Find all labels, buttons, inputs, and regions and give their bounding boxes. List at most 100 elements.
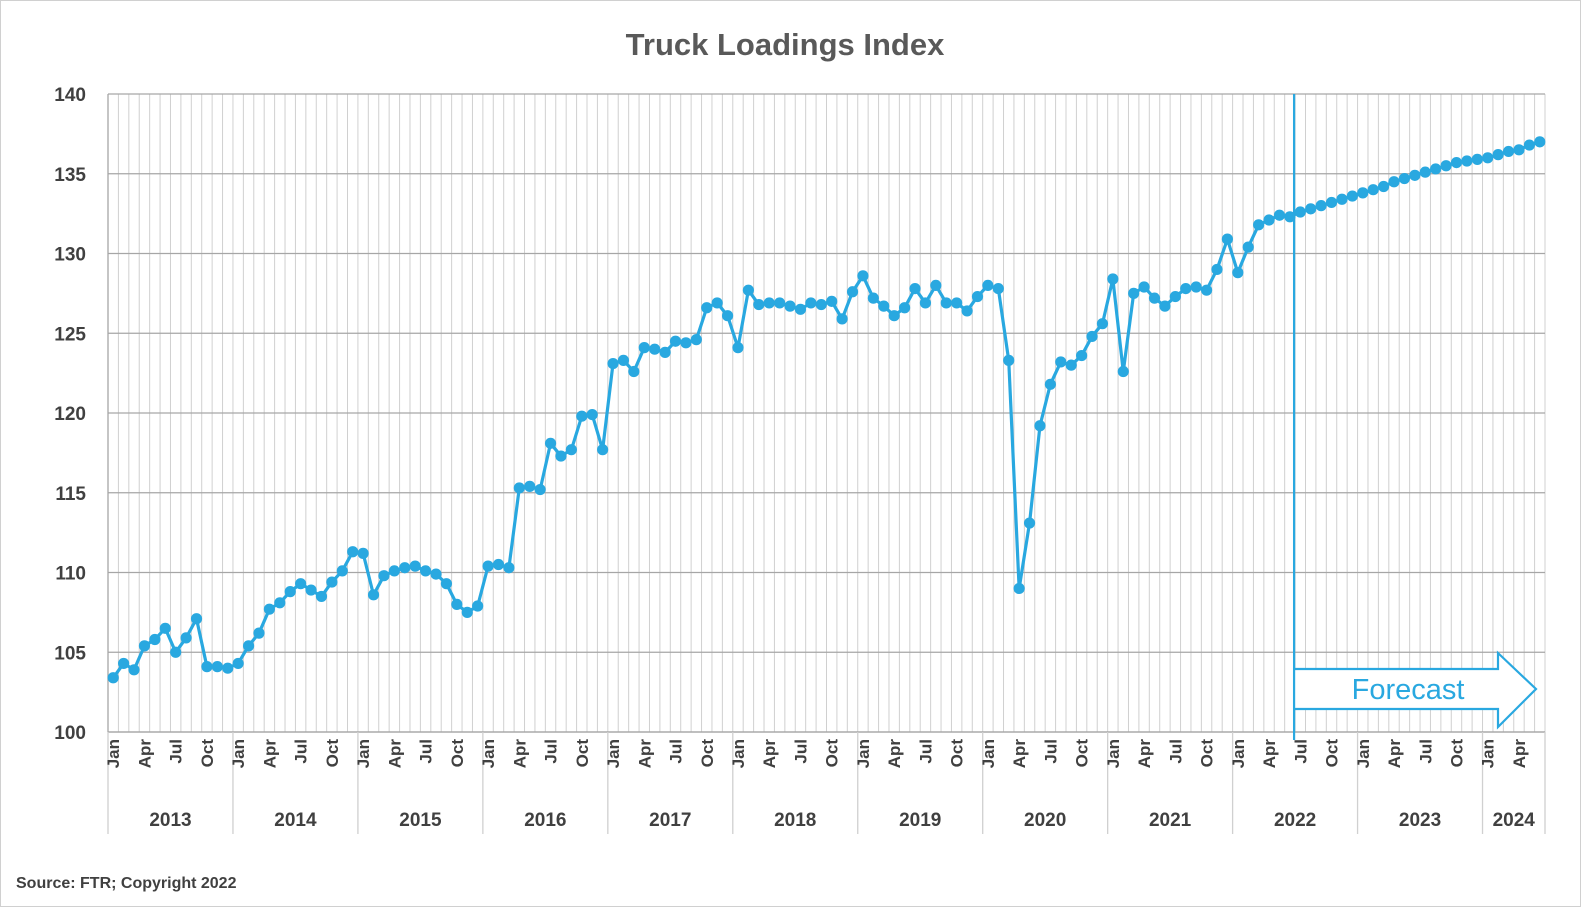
source-note: Source: FTR; Copyright 2022 bbox=[16, 875, 237, 892]
data-point bbox=[305, 584, 317, 596]
data-point bbox=[1461, 155, 1473, 167]
data-point bbox=[1336, 193, 1348, 205]
x-axis-ticks: Jan Apr Jul Oct Jan Apr Jul Oct Jan Apr Jul Oct Jan A… bbox=[104, 739, 1535, 831]
month-tick-label: Jan bbox=[1479, 739, 1498, 768]
year-tick-label: 2017 bbox=[649, 810, 691, 831]
data-point bbox=[1513, 144, 1525, 156]
data-point bbox=[607, 357, 619, 370]
data-point bbox=[1221, 233, 1233, 245]
data-point bbox=[128, 664, 140, 676]
data-point bbox=[721, 310, 734, 322]
data-point bbox=[1128, 287, 1140, 299]
data-point bbox=[794, 303, 807, 315]
data-point bbox=[1211, 263, 1223, 276]
data-point bbox=[1305, 203, 1317, 215]
data-point bbox=[617, 354, 630, 366]
chart-title: Truck Loadings Index bbox=[626, 27, 945, 62]
data-point bbox=[1492, 149, 1504, 161]
data-point bbox=[107, 672, 119, 684]
data-point bbox=[701, 302, 713, 314]
month-tick-label: Apr bbox=[885, 739, 904, 769]
data-point bbox=[1086, 330, 1098, 343]
month-tick-label: Oct bbox=[1323, 739, 1342, 768]
y-axis-ticks: 100 105 110 115 120 125 130 135 140 bbox=[54, 85, 86, 744]
month-tick-label: Oct bbox=[198, 739, 217, 768]
month-tick-label: Jul bbox=[1041, 739, 1060, 764]
data-point bbox=[409, 560, 421, 572]
data-point bbox=[242, 640, 255, 652]
month-tick-label: Jan bbox=[1104, 739, 1123, 768]
data-point bbox=[388, 565, 400, 577]
month-tick-label: Oct bbox=[573, 739, 592, 768]
data-point bbox=[357, 547, 369, 559]
data-point bbox=[669, 335, 682, 347]
data-point bbox=[1284, 211, 1296, 223]
year-tick-label: 2023 bbox=[1399, 810, 1441, 831]
month-tick-label: Jul bbox=[1166, 739, 1185, 764]
data-point bbox=[1294, 206, 1306, 218]
y-tick-label: 120 bbox=[54, 404, 86, 425]
forecast-label: Forecast bbox=[1352, 674, 1465, 706]
data-point bbox=[742, 284, 755, 296]
month-tick-label: Jul bbox=[667, 739, 686, 764]
data-point bbox=[1180, 282, 1192, 295]
data-point bbox=[1367, 184, 1379, 196]
month-tick-label: Apr bbox=[385, 739, 404, 769]
month-tick-label: Jul bbox=[542, 739, 561, 764]
data-point bbox=[367, 589, 380, 601]
data-point bbox=[1169, 290, 1181, 303]
data-point bbox=[961, 305, 973, 317]
month-tick-label: Apr bbox=[135, 739, 154, 769]
data-point bbox=[1315, 200, 1327, 212]
data-point bbox=[867, 292, 879, 304]
data-point bbox=[1450, 156, 1463, 169]
month-tick-label: Jul bbox=[292, 739, 311, 764]
month-tick-label: Oct bbox=[1447, 739, 1466, 768]
y-tick-label: 140 bbox=[54, 85, 86, 106]
data-point bbox=[836, 313, 848, 325]
data-point bbox=[420, 565, 432, 577]
data-point bbox=[534, 483, 546, 496]
data-point bbox=[1471, 153, 1483, 165]
data-point bbox=[1200, 284, 1213, 296]
data-point bbox=[1055, 356, 1067, 368]
data-point bbox=[118, 657, 130, 670]
data-point bbox=[1273, 209, 1286, 221]
data-point bbox=[1013, 582, 1025, 595]
data-point bbox=[690, 334, 702, 346]
data-point bbox=[1346, 190, 1358, 202]
data-point bbox=[190, 613, 203, 625]
data-point bbox=[753, 298, 765, 311]
data-point bbox=[659, 346, 671, 358]
month-tick-label: Jul bbox=[791, 739, 810, 764]
month-tick-label: Oct bbox=[698, 739, 717, 768]
data-point bbox=[1003, 354, 1015, 366]
month-tick-label: Oct bbox=[1198, 739, 1217, 768]
data-point bbox=[992, 282, 1004, 295]
month-tick-label: Jan bbox=[1354, 739, 1373, 768]
data-point bbox=[649, 343, 661, 355]
data-point bbox=[1138, 281, 1150, 293]
data-point bbox=[461, 606, 473, 618]
month-tick-label: Oct bbox=[448, 739, 467, 768]
data-point bbox=[544, 437, 557, 449]
data-point bbox=[1523, 139, 1535, 151]
data-point bbox=[576, 410, 588, 422]
y-tick-label: 105 bbox=[54, 643, 86, 664]
data-point bbox=[919, 297, 932, 309]
month-tick-label: Oct bbox=[823, 739, 842, 768]
month-tick-label: Apr bbox=[1385, 739, 1404, 769]
data-point bbox=[784, 300, 796, 312]
month-tick-label: Jan bbox=[354, 739, 373, 768]
month-tick-label: Jan bbox=[979, 739, 998, 768]
data-point bbox=[513, 482, 525, 494]
month-tick-label: Apr bbox=[635, 739, 654, 769]
data-point bbox=[638, 342, 650, 354]
data-point bbox=[430, 568, 442, 580]
data-point bbox=[284, 586, 296, 598]
month-tick-label: Jan bbox=[104, 739, 123, 768]
data-point bbox=[1096, 318, 1109, 330]
data-point bbox=[347, 546, 359, 558]
